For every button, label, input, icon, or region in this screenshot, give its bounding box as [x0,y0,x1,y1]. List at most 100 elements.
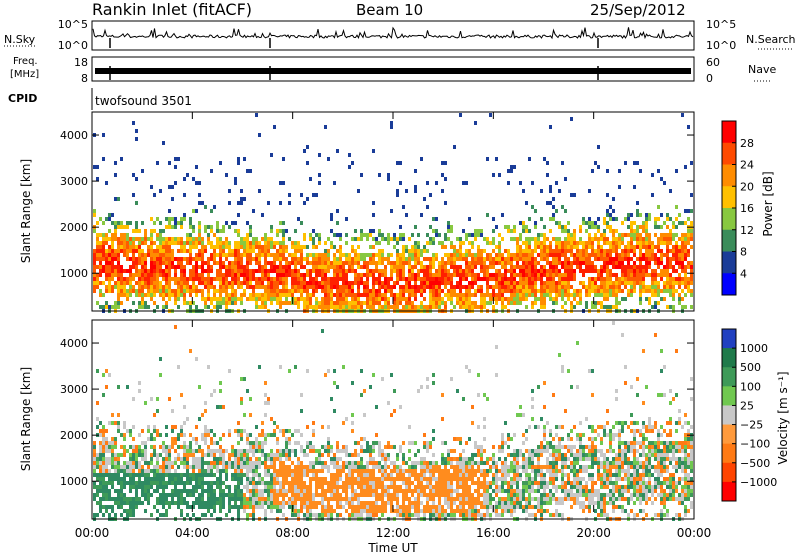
velocity-cell [327,485,330,489]
power-cell [378,273,381,277]
power-cell [330,241,333,245]
velocity-cell [267,493,270,497]
velocity-cell [261,481,264,485]
power-cell [648,265,651,269]
power-cell [150,285,153,289]
power-cell [231,293,234,297]
velocity-cell [270,433,273,437]
velocity-cell [348,465,351,469]
power-cell [393,301,396,305]
power-cell [255,237,258,241]
power-cell [648,241,651,245]
power-cell [609,273,612,277]
power-cell [555,253,558,257]
power-cell [327,253,330,257]
power-cell [249,297,252,301]
power-cell [528,253,531,257]
velocity-cell [252,453,255,457]
power-cell [663,289,666,293]
power-cell [480,249,483,253]
power-cell [300,257,303,261]
power-cell [138,285,141,289]
power-cell [471,281,474,285]
power-cell [648,285,651,289]
velocity-cell [165,469,168,473]
power-cell [171,241,174,245]
power-cell [234,177,237,181]
power-cell [657,301,660,305]
power-cell [633,161,636,165]
power-cell [234,221,237,225]
power-cell [522,253,525,257]
power-cell [252,245,255,249]
velocity-cell [240,449,243,453]
velocity-cell [354,449,357,453]
power-cell [483,237,486,241]
velocity-cell [225,449,228,453]
power-cell [195,293,198,297]
power-cell [381,257,384,261]
power-cell [93,209,96,213]
power-cell [93,265,96,269]
power-cell [432,265,435,269]
power-cell [105,269,108,273]
velocity-cell [372,457,375,461]
velocity-cell [189,349,192,353]
power-cell [543,281,546,285]
power-cell [321,289,324,293]
velocity-cell [186,465,189,469]
power-cell [621,277,624,281]
power-cell [186,261,189,265]
velocity-cell [324,493,327,497]
power-cell [138,237,141,241]
velocity-cell [162,513,165,517]
velocity-cell [375,465,378,469]
velocity-cell [336,477,339,481]
power-cell [531,285,534,289]
power-cell [486,289,489,293]
power-cell [282,229,285,233]
power-cell [480,265,483,269]
power-cell [399,297,402,301]
velocity-cell [339,493,342,497]
velocity-cell [222,481,225,485]
velocity-cell [186,513,189,517]
freq-label: Freq. [13,56,38,67]
velocity-cell [207,473,210,477]
power-cell [555,297,558,301]
power-cell [630,273,633,277]
power-cell [177,157,180,161]
velocity-cell [183,461,186,465]
power-cell [516,245,519,249]
power-cell [225,245,228,249]
power-cell [114,237,117,241]
velocity-cell [243,501,246,505]
velocity-cell [363,493,366,497]
power-cell [339,233,342,237]
power-cell [642,269,645,273]
velocity-cell [243,509,246,513]
velocity-cell [294,465,297,469]
power-cell [312,293,315,297]
power-cell [483,249,486,253]
velocity-cell [330,497,333,501]
power-cell [690,277,693,281]
velocity-cell [252,485,255,489]
power-cell [438,273,441,277]
velocity-cell [177,489,180,493]
power-cell [498,273,501,277]
power-cell [333,233,336,237]
power-cell [396,281,399,285]
velocity-cell [300,489,303,493]
power-cell [630,269,633,273]
power-cell [180,285,183,289]
power-cell [564,249,567,253]
power-cell [555,261,558,265]
power-cell [381,285,384,289]
velocity-cell [372,501,375,505]
power-cell [261,249,264,253]
power-cell [543,245,546,249]
velocity-cell [345,449,348,453]
power-cell [231,269,234,273]
power-cell [354,273,357,277]
